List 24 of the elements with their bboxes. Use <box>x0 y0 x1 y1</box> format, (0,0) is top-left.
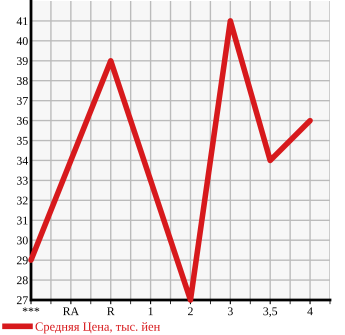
x-tick-label: 3 <box>228 307 233 316</box>
y-tick-label: 32 <box>16 196 28 205</box>
y-tick-label: 41 <box>16 17 28 26</box>
y-tick-label: 31 <box>16 216 28 224</box>
y-tick-label: 39 <box>16 57 28 66</box>
x-tick-label: 1 <box>148 307 153 316</box>
y-tick-label: 34 <box>16 156 28 165</box>
y-tick-label: 35 <box>16 136 28 145</box>
legend-label: Средняя Цена, тыс. йен <box>36 322 160 334</box>
y-tick-label: 27 <box>16 296 28 304</box>
y-tick-label: 37 <box>16 96 28 105</box>
y-tick-label: 29 <box>16 256 28 264</box>
x-tick-label: 2 <box>188 307 193 316</box>
y-tick-label: 28 <box>16 276 28 284</box>
x-tick-label: R <box>107 307 115 316</box>
x-tick-label: RA <box>63 307 79 316</box>
y-tick-label: 38 <box>16 76 28 85</box>
x-tick-label: 3,5 <box>263 307 278 317</box>
x-tick-label: *** <box>22 307 40 312</box>
y-tick-label: 36 <box>16 116 28 125</box>
y-tick-label: 33 <box>16 176 28 185</box>
y-tick-label: 30 <box>16 236 28 244</box>
y-tick-label: 40 <box>16 37 28 46</box>
x-tick-label: 4 <box>307 307 313 316</box>
